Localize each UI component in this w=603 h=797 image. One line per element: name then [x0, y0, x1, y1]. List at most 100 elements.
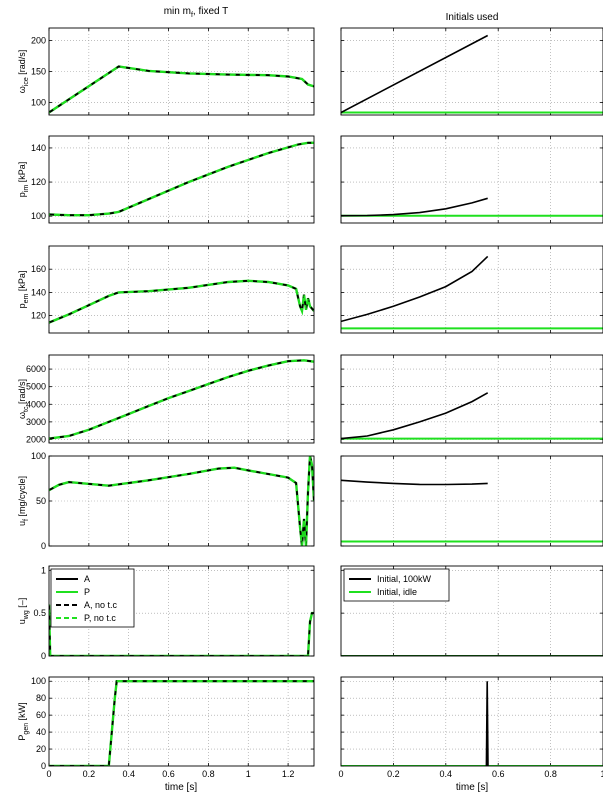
plot-frame: [340, 245, 603, 334]
legend-label: Initial, 100kW: [377, 574, 432, 584]
plot-frame: [48, 27, 315, 116]
series-line-initial-100kw: [341, 34, 489, 114]
x-tick-label: 1: [246, 769, 251, 779]
left-x-axis-label: time [s]: [165, 782, 197, 793]
series-line-initial-100kw: [485, 681, 489, 766]
series-line-initial-100kw: [341, 392, 489, 440]
legend-label: P: [84, 587, 90, 597]
plot-frame: [48, 565, 315, 657]
x-tick-label: 0.4: [122, 769, 135, 779]
left-panel-7: 0 0.2 0.4 0.6 0.8 1 1.2 0 20 40 60 80 100 Pgen [kW]: [17, 676, 315, 779]
right-x-axis-label: time [s]: [456, 782, 488, 793]
plot-area: [49, 677, 314, 766]
right-panel-2: [340, 135, 603, 224]
right-panel-3: [340, 245, 603, 334]
plot-frame: [340, 676, 603, 767]
series-line-P-no-tc: [49, 65, 314, 114]
y-axis-label: pem [kPa]: [17, 271, 30, 309]
y-tick-label: 3000: [26, 417, 46, 427]
y-tick-label: 0: [41, 761, 46, 771]
plot-frame: [48, 135, 315, 224]
plot-frame: [48, 354, 315, 444]
y-tick-label: 160: [31, 264, 46, 274]
y-tick-label: 40: [36, 727, 46, 737]
y-tick-label: 0: [41, 651, 46, 661]
series-line-initial-100kw: [341, 255, 489, 323]
y-axis-label: ωtc [rad/s]: [17, 379, 30, 419]
plot-frame: [48, 245, 315, 334]
left-panel-5: 0 50 100 uf [mg/cycle]: [17, 451, 315, 551]
series-line-P-no-tc: [49, 279, 314, 324]
x-tick-label: 1: [600, 769, 603, 779]
x-tick-label: 0.6: [162, 769, 175, 779]
plot-frame: [340, 27, 603, 116]
y-tick-label: 150: [31, 67, 46, 77]
x-tick-label: 0.4: [440, 769, 453, 779]
plot-area: [49, 136, 314, 223]
right-panel-1: [340, 27, 603, 116]
plot-area: [341, 355, 603, 443]
series-line-initial-100kw: [341, 479, 488, 486]
y-axis-label: pim [kPa]: [17, 162, 30, 197]
y-tick-label: 140: [31, 143, 46, 153]
legend-box: [343, 568, 450, 602]
legend-label: A, no t.c: [84, 600, 118, 610]
right-panel-7: 0 0.2 0.4 0.6 0.8 1: [338, 676, 603, 779]
y-axis-label: ωice [rad/s]: [17, 50, 30, 94]
x-tick-label: 0: [338, 769, 343, 779]
plot-area: [341, 246, 603, 333]
x-tick-label: 0.8: [202, 769, 215, 779]
y-tick-label: 60: [36, 710, 46, 720]
series-line-P-no-tc: [49, 456, 314, 546]
plot-area: [341, 677, 603, 766]
x-tick-label: 0.6: [492, 769, 505, 779]
plot-area: [341, 456, 603, 546]
plot-frame: [340, 354, 603, 444]
y-tick-label: 100: [31, 676, 46, 686]
plot-frame: [48, 455, 315, 547]
series-line-P-no-tc: [49, 141, 314, 217]
right-panel-5: [340, 455, 603, 547]
y-tick-label: 120: [31, 311, 46, 321]
series-line-A-no-tc: [49, 141, 314, 217]
right-panel-4: [340, 354, 603, 444]
y-tick-label: 0: [41, 541, 46, 551]
y-tick-label: 1: [41, 565, 46, 575]
plot-frame: [48, 676, 315, 767]
y-tick-label: 2000: [26, 434, 46, 444]
plot-frame: [340, 565, 603, 657]
y-tick-label: 120: [31, 177, 46, 187]
y-axis-label: Pgen [kW]: [17, 702, 30, 740]
legend-right: Initial, 100kW Initial, idle: [343, 568, 450, 602]
series-line-P-no-tc: [49, 680, 314, 766]
y-tick-label: 50: [36, 496, 46, 506]
x-tick-label: 0.8: [544, 769, 557, 779]
series-line-initial-100kw: [341, 197, 488, 217]
legend-label: P, no t.c: [84, 613, 116, 623]
x-tick-label: 0: [46, 769, 51, 779]
plot-area: [341, 136, 603, 223]
y-tick-label: 5000: [26, 382, 46, 392]
y-axis-label: uf [mg/cycle]: [17, 476, 30, 526]
y-tick-label: 100: [31, 98, 46, 108]
legend-label: Initial, idle: [377, 587, 417, 597]
right-column-title: Initials used: [446, 12, 499, 23]
y-tick-label: 100: [31, 211, 46, 221]
plot-frame: [340, 455, 603, 547]
x-tick-label: 0.2: [387, 769, 400, 779]
series-line-P-no-tc: [49, 604, 314, 656]
left-column-title: min mf, fixed T: [164, 6, 229, 19]
y-tick-label: 200: [31, 35, 46, 45]
y-tick-label: 6000: [26, 364, 46, 374]
y-tick-label: 80: [36, 693, 46, 703]
y-tick-label: 0.5: [33, 608, 46, 618]
left-panel-4: 2000 3000 4000 5000 6000 ωtc [rad/s]: [17, 354, 315, 444]
y-tick-label: 20: [36, 744, 46, 754]
x-tick-label: 0.2: [83, 769, 96, 779]
series-line-P-no-tc: [49, 359, 314, 440]
